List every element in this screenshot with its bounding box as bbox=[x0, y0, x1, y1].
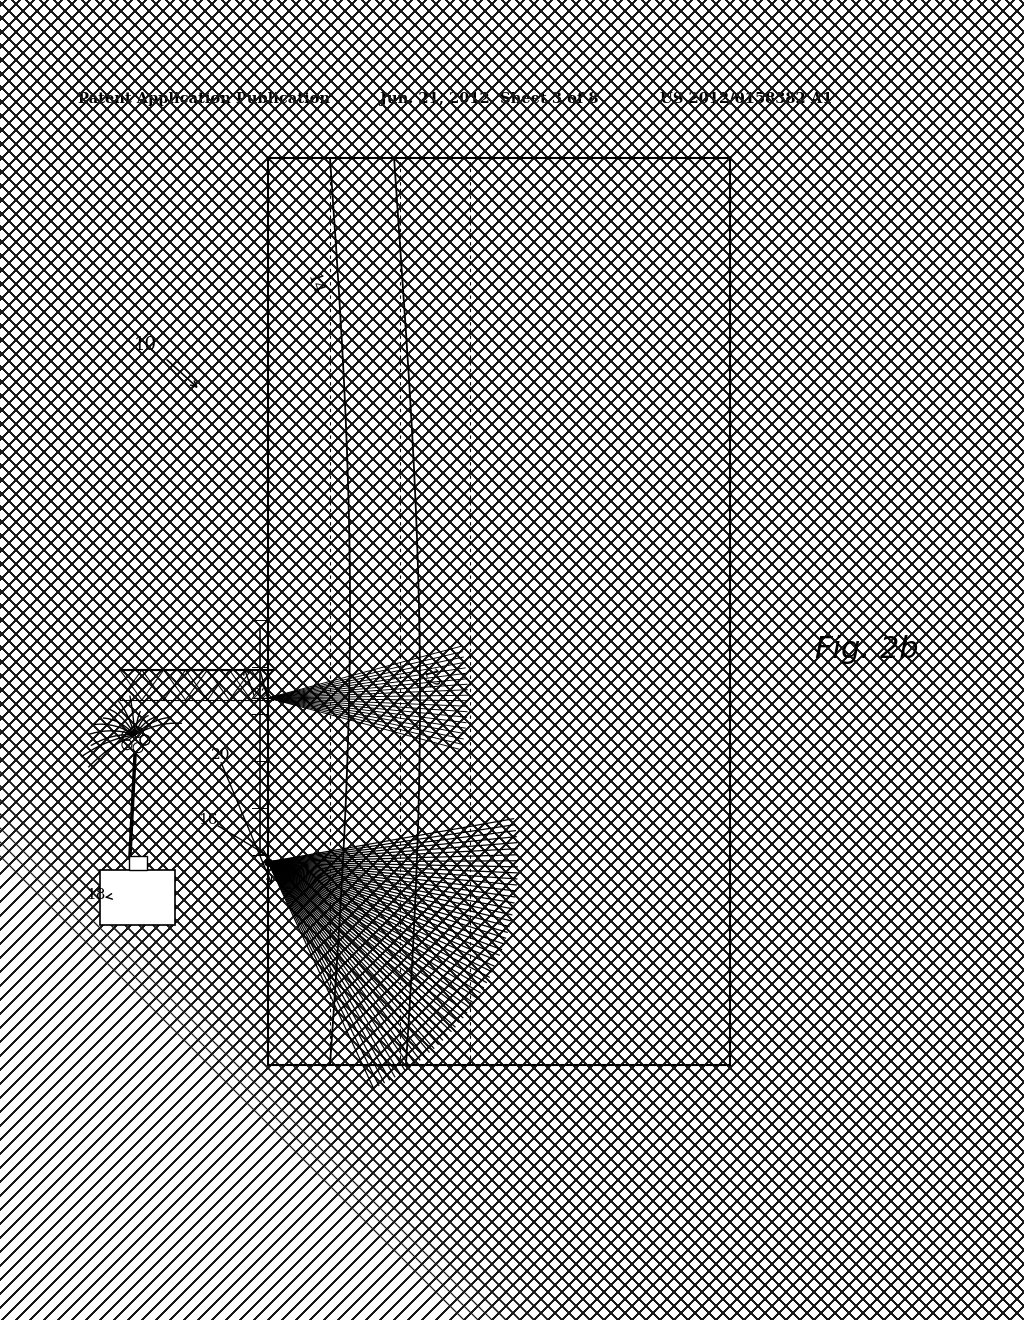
Text: Patent Application Publication: Patent Application Publication bbox=[78, 92, 330, 106]
Text: US 2012/0158382 A1: US 2012/0158382 A1 bbox=[660, 92, 833, 106]
Text: 16: 16 bbox=[199, 813, 218, 828]
Text: 10: 10 bbox=[133, 337, 157, 354]
Bar bbox=[128, 855, 146, 870]
Text: Jun. 21, 2012  Sheet 3 of 8: Jun. 21, 2012 Sheet 3 of 8 bbox=[380, 92, 598, 106]
Text: 22: 22 bbox=[252, 688, 271, 702]
Text: Fig. 2b: Fig. 2b bbox=[815, 635, 919, 664]
Bar bbox=[100, 870, 175, 925]
Text: 18: 18 bbox=[86, 888, 105, 902]
Text: 12: 12 bbox=[419, 668, 441, 693]
Bar bbox=[268, 158, 730, 1065]
Text: 14: 14 bbox=[304, 272, 327, 298]
Text: 20: 20 bbox=[211, 748, 230, 762]
Bar bbox=[268, 158, 730, 1065]
